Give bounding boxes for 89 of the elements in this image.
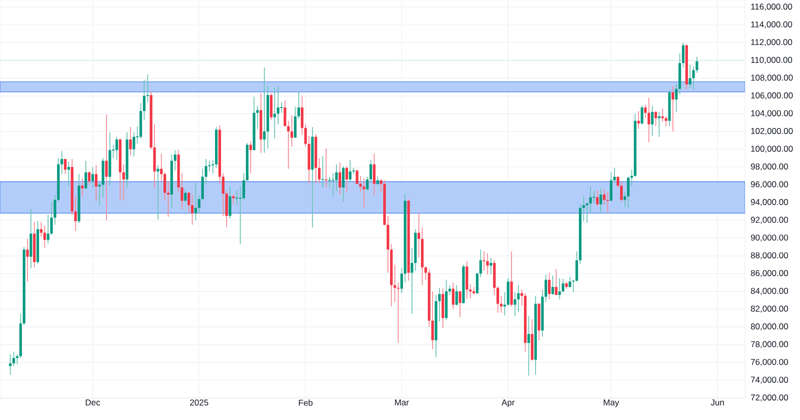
candlestick <box>345 166 348 192</box>
y-tick-label: 116,000.00 <box>751 4 792 11</box>
candlestick <box>596 190 599 207</box>
candlestick <box>324 148 328 188</box>
candlestick <box>466 260 468 299</box>
y-tick-label: 100,000.00 <box>751 146 793 153</box>
candlestick <box>184 188 187 202</box>
candlestick <box>328 176 332 188</box>
y-tick-label: 72,000.00 <box>750 394 788 402</box>
y-tick-label: 86,000.00 <box>750 270 788 278</box>
candlestick <box>568 276 572 288</box>
y-tick-label: 96,000.00 <box>750 181 788 188</box>
candlestick <box>84 160 88 191</box>
y-tick-label: 80,000.00 <box>750 323 788 330</box>
x-tick-label: 2025 <box>190 400 208 406</box>
candlestick <box>320 156 324 188</box>
candlestick <box>452 282 454 310</box>
candlestick <box>30 208 32 269</box>
candlestick <box>640 105 644 125</box>
x-tick-label: May <box>604 400 620 408</box>
candlestick <box>105 114 108 221</box>
y-tick-label: 112,000.00 <box>751 39 792 46</box>
candlestick <box>682 42 685 68</box>
candlestick <box>26 238 29 282</box>
candlestick <box>610 172 612 202</box>
candlestick <box>132 132 136 157</box>
y-tick-label: 106,000.00 <box>751 92 793 100</box>
candlestick <box>455 284 458 306</box>
candlestick <box>273 87 276 140</box>
y-tick-label: 74,000.00 <box>750 376 788 384</box>
candlestick <box>94 164 98 202</box>
candlestick <box>551 274 554 296</box>
candlestick <box>270 92 273 120</box>
x-tick-label: Dec <box>86 400 100 406</box>
candlestick <box>506 278 510 306</box>
candlestick <box>558 278 561 300</box>
candlestick <box>490 257 492 275</box>
candlestick <box>115 136 118 160</box>
candlestick <box>672 86 674 132</box>
candlestick <box>442 288 444 328</box>
candlestick <box>81 178 84 197</box>
y-tick-label: 104,000.00 <box>751 110 793 118</box>
candlestick <box>232 194 235 205</box>
candlestick <box>88 170 91 186</box>
candlestick <box>626 176 630 208</box>
candlestick <box>651 105 654 136</box>
candlestick <box>263 67 266 154</box>
candlestick <box>654 110 658 127</box>
x-tick-label: Mar <box>395 400 409 406</box>
candlestick <box>548 272 551 300</box>
y-tick-label: 84,000.00 <box>750 288 788 295</box>
y-tick-label: 88,000.00 <box>750 252 788 260</box>
y-tick-label: 94,000.00 <box>750 199 788 206</box>
x-tick-label: Jun <box>710 400 724 406</box>
candlestick <box>91 166 94 188</box>
candlestick <box>517 284 520 312</box>
x-tick-label: Apr <box>502 400 515 408</box>
candlestick <box>190 194 194 226</box>
candlestick <box>600 188 602 213</box>
y-tick-label: 110,000.00 <box>751 56 792 64</box>
y-tick-label: 92,000.00 <box>750 216 788 224</box>
y-tick-label: 108,000.00 <box>751 74 793 82</box>
y-tick-label: 114,000.00 <box>751 21 792 28</box>
candlestick <box>43 225 46 248</box>
candlestick <box>64 158 67 175</box>
y-tick-label: 82,000.00 <box>750 306 788 313</box>
candlestick <box>276 86 280 125</box>
candlestick <box>688 64 692 88</box>
y-tick-label: 76,000.00 <box>750 358 788 366</box>
candlestick <box>235 190 239 206</box>
y-tick-label: 98,000.00 <box>750 164 788 171</box>
candlestick <box>129 126 132 156</box>
candlestick <box>527 316 530 376</box>
candlestick <box>228 186 232 219</box>
candlestick <box>606 191 609 213</box>
candlestick <box>554 268 558 296</box>
candlestick <box>486 252 489 275</box>
candlestick <box>458 290 462 318</box>
candlestick <box>372 153 376 196</box>
y-tick-label: 102,000.00 <box>751 128 793 135</box>
x-tick-label: Feb <box>298 400 313 406</box>
candlestick <box>348 159 352 183</box>
y-tick-label: 78,000.00 <box>750 341 788 348</box>
candlestick <box>510 250 513 307</box>
candlestick <box>188 191 190 213</box>
candlestick <box>338 162 342 195</box>
y-tick-label: 90,000.00 <box>750 234 788 242</box>
candlestick <box>648 97 650 143</box>
candlestick <box>342 166 345 202</box>
